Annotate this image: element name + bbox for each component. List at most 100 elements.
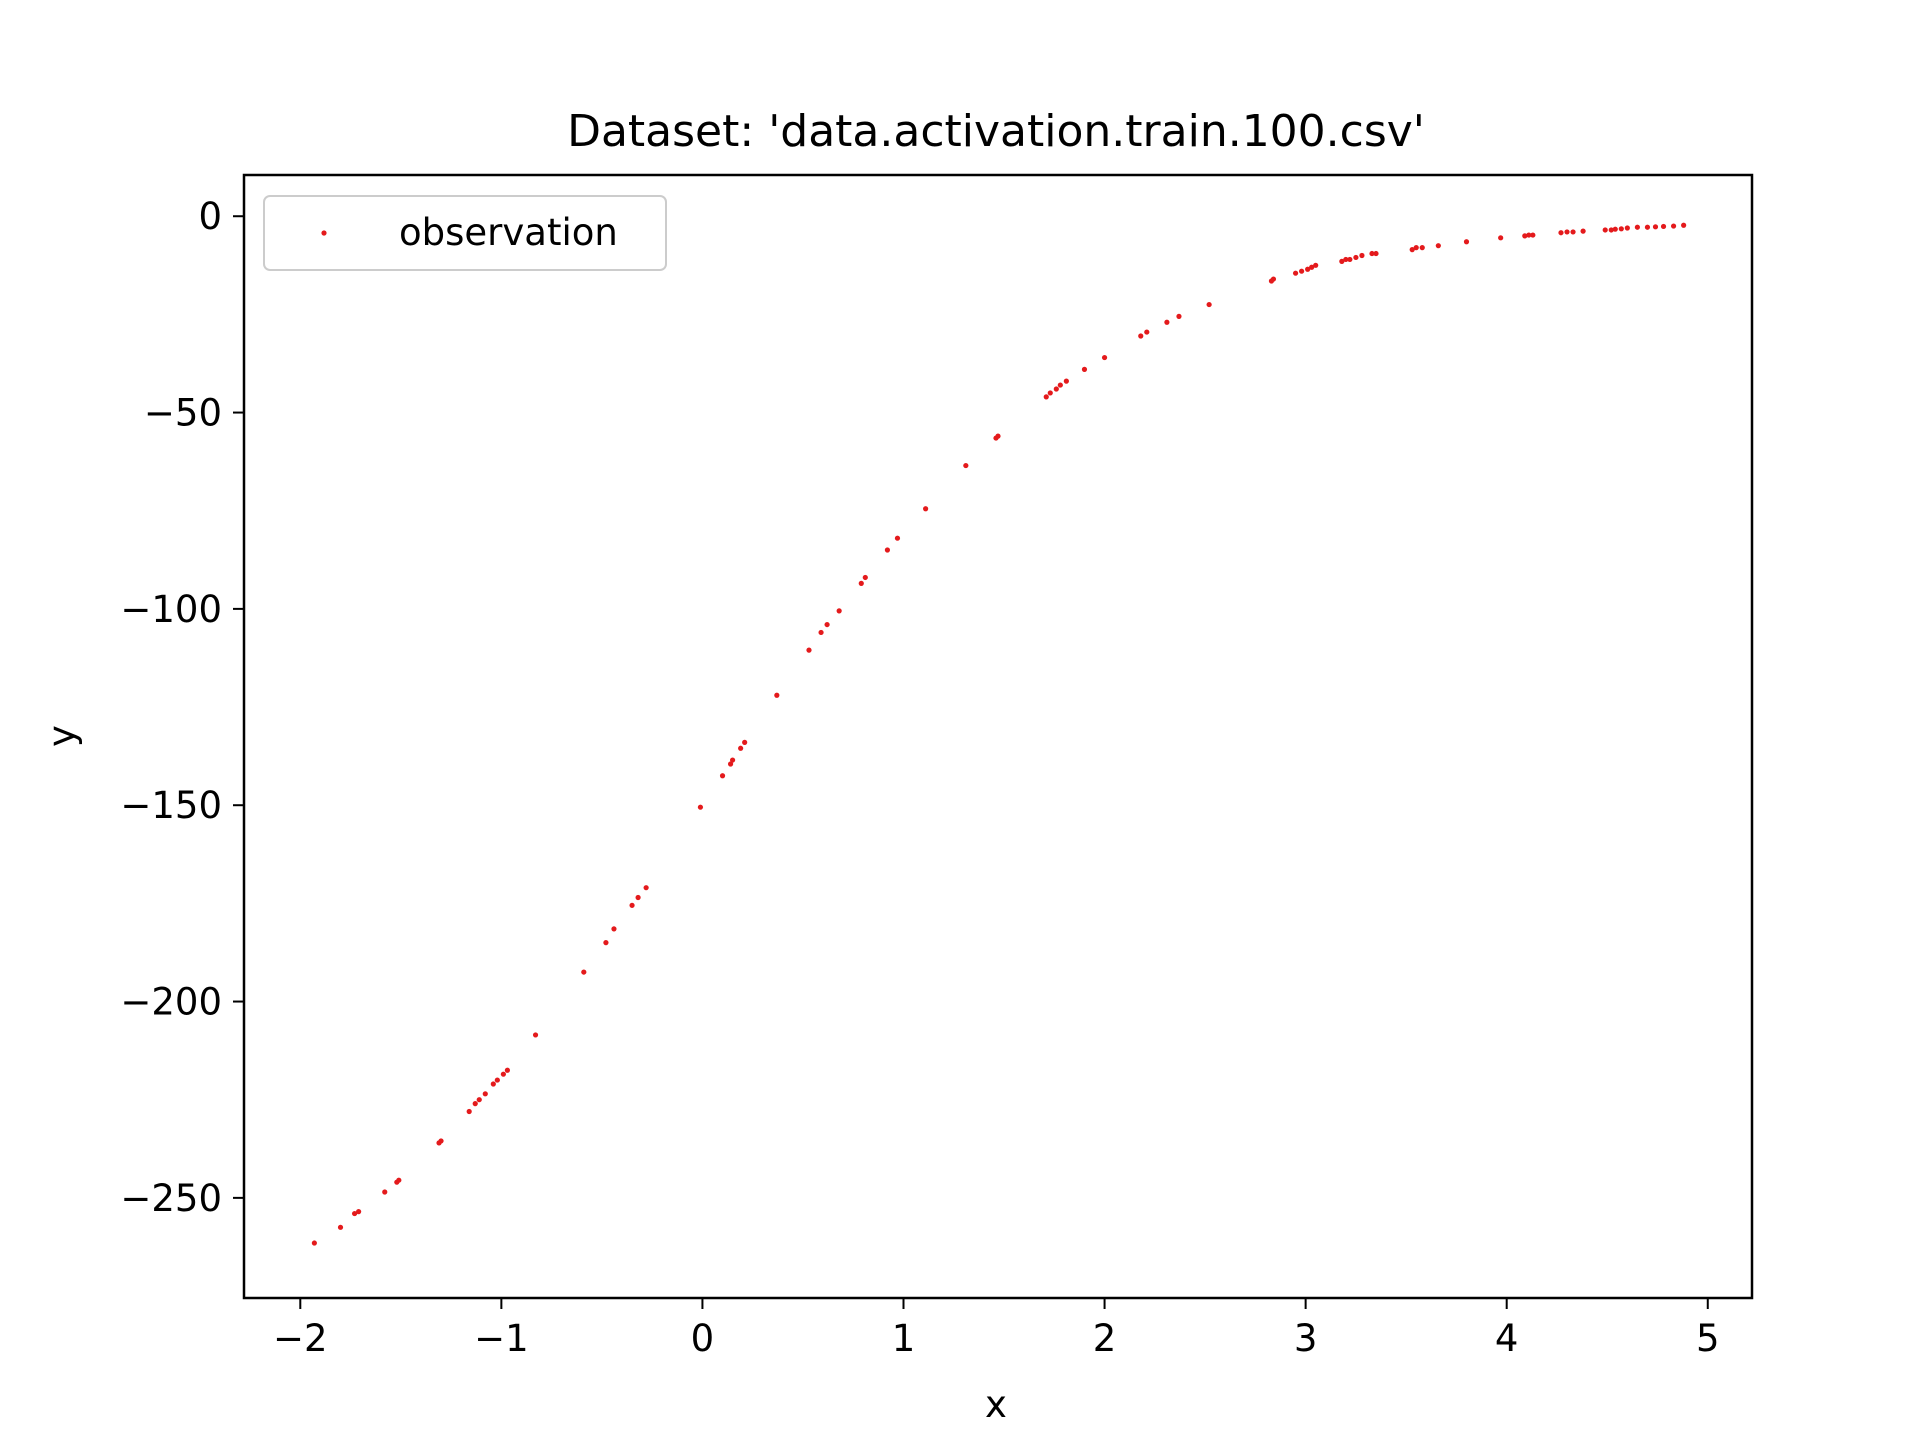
data-point [884,547,891,553]
axes-frame [242,173,1754,1300]
data-point [697,804,704,810]
x-tick-label: −1 [474,1317,529,1360]
data-point [1652,224,1659,230]
data-point [742,739,748,745]
data-point [1309,264,1315,270]
data-point [1526,232,1532,238]
data-point [1206,301,1212,308]
data-point [1043,394,1049,400]
data-point [1634,224,1640,230]
y-tick-label: −100 [120,588,222,631]
data-point [581,969,587,975]
data-point [504,1067,510,1073]
data-point [1359,252,1365,259]
data-point [719,773,726,779]
data-point [1413,245,1419,251]
data-point [603,940,609,946]
data-point [1138,333,1144,339]
data-point [611,926,617,932]
data-point [1612,226,1618,232]
data-point [643,885,649,891]
data-point [482,1091,488,1097]
data-point [818,629,824,636]
data-point [1580,228,1586,234]
data-point [1463,239,1470,245]
y-axis-label: y [40,725,83,747]
data-point [396,1177,402,1183]
x-tick-label: 5 [1696,1317,1720,1360]
y-tick-label: −150 [120,784,222,827]
data-point [1608,227,1614,233]
data-point [1660,223,1667,230]
data-point [635,894,641,901]
data-point [995,433,1001,439]
data-point [862,574,868,581]
legend-marker [321,230,327,236]
data-point [532,1032,539,1038]
data-point [494,1077,500,1083]
data-point [1101,354,1108,361]
data-point [738,745,744,751]
legend-label-observation: observation [399,211,618,254]
data-point [476,1097,482,1103]
data-point [490,1081,496,1087]
data-point [1292,270,1299,276]
data-point [1522,233,1528,239]
data-point [1270,276,1277,282]
x-tick-label: 4 [1495,1317,1519,1360]
data-point [629,902,635,908]
data-point [1644,224,1651,230]
data-point [1057,382,1063,388]
data-point [351,1210,358,1217]
data-point [1670,223,1677,229]
data-point [472,1101,478,1107]
data-point [727,761,734,767]
data-point [1144,329,1150,335]
x-tick-label: 1 [892,1317,916,1360]
legend: observation [263,195,667,271]
data-point [1419,245,1425,251]
legend-box [263,195,667,271]
data-point [1558,230,1564,236]
data-point [1053,386,1059,392]
data-point [1305,266,1311,272]
data-point [963,462,969,469]
data-points [311,222,1687,1246]
data-point [858,580,864,586]
data-point [1570,229,1576,235]
data-point [1681,222,1687,228]
data-point [1164,319,1170,325]
data-point [1299,268,1305,274]
data-point [1313,262,1319,268]
data-point [1063,378,1069,384]
x-tick-label: 3 [1294,1317,1318,1360]
y-tick-label: −250 [120,1177,222,1220]
data-point [1530,232,1536,238]
y-tick-label: −50 [144,392,222,435]
data-point [1498,235,1504,241]
data-point [438,1138,444,1144]
data-point [1176,313,1182,319]
data-point [311,1240,317,1246]
data-point [1624,225,1630,231]
data-point [1343,256,1349,263]
data-point [337,1224,344,1230]
data-point [1081,366,1088,372]
data-point [1409,247,1415,253]
data-point [1564,229,1570,235]
axis-ticks: −2 −1 0 1 2 3 4 5 0 −50 −100 −150 −200 −250 [120,195,1719,1360]
data-point [1339,258,1345,264]
data-point [356,1209,362,1215]
x-axis-label: x [985,1383,1007,1426]
data-point [466,1108,472,1115]
data-point [382,1189,388,1195]
y-tick-label: −200 [120,981,222,1024]
data-point [836,608,842,614]
data-point [1618,226,1624,232]
x-tick-label: −2 [273,1317,328,1360]
y-tick-label: 0 [198,195,222,238]
data-point [894,535,901,541]
chart-title: Dataset: 'data.activation.train.100.csv' [567,106,1425,157]
data-point [1353,254,1359,261]
data-point [500,1071,506,1077]
